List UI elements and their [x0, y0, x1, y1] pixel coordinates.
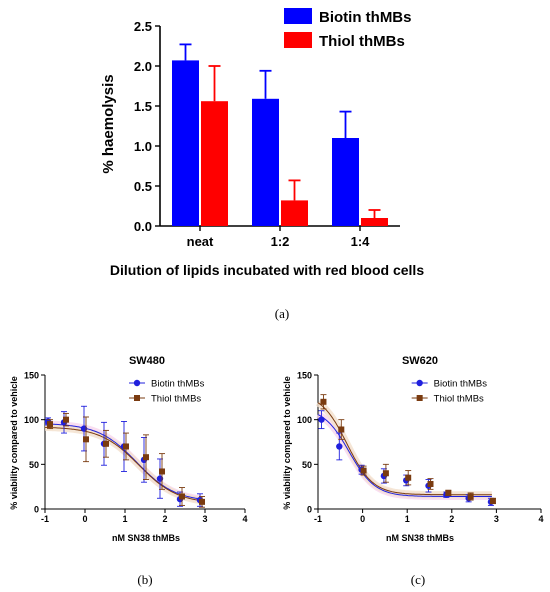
x-tick-label: 4 [538, 514, 543, 524]
y-tick-label-a: 0.5 [134, 179, 152, 194]
y-tick-label: 0 [307, 505, 312, 515]
y-tick-label-a: 2.0 [134, 59, 152, 74]
data-point [467, 493, 474, 500]
data-point [427, 480, 434, 487]
sw620-dose-response-chart: SW620 % viability compared to vehicle nM… [282, 355, 544, 543]
legend-swatch [284, 8, 312, 24]
legend-label: Thiol thMBs [151, 394, 201, 405]
legend-label: Thiol thMBs [319, 33, 405, 50]
title-b: SW480 [129, 355, 165, 367]
fit-curve [45, 423, 202, 500]
y-tick-label: 100 [297, 415, 312, 425]
legend-swatch [284, 32, 312, 48]
data-point [336, 443, 343, 450]
legend-marker [134, 395, 140, 401]
legend-label: Thiol thMBs [434, 394, 484, 405]
ylabel-a: % haemolysis [100, 74, 117, 173]
bar [281, 200, 308, 226]
y-tick-label: 50 [302, 460, 312, 470]
x-tick-label: -1 [314, 514, 322, 524]
x-tick-label: 0 [82, 514, 87, 524]
y-tick-label: 100 [24, 415, 39, 425]
data-point [318, 416, 325, 423]
data-point [320, 398, 327, 405]
data-point [103, 440, 109, 447]
x-tick-label: 3 [202, 514, 207, 524]
legend-label: Biotin thMBs [319, 9, 411, 26]
y-tick-label-a: 0.0 [134, 219, 152, 234]
caption-a: (a) [275, 306, 289, 321]
data-point [123, 443, 129, 450]
data-point [360, 467, 367, 474]
bar [172, 60, 199, 227]
sw480-dose-response-chart: SW480 % viability compared to vehicle nM… [9, 355, 248, 543]
data-point [47, 421, 53, 428]
bar [332, 138, 359, 226]
data-point [199, 498, 205, 505]
x-tick-label: 3 [494, 514, 499, 524]
y-tick-label-a: 1.5 [134, 99, 152, 114]
data-point [405, 474, 412, 481]
y-tick-label: 50 [29, 460, 39, 470]
axes-a: 0.0 0.5 1.0 1.5 2.0 2.5 neat 1:2 1:4 [134, 19, 400, 249]
x-tick-label: 4 [242, 514, 247, 524]
xlabel-c: nM SN38 thMBs [386, 533, 454, 543]
data-point [338, 426, 345, 433]
fit-curve [317, 402, 492, 496]
caption-c: (c) [411, 572, 425, 587]
title-c: SW620 [402, 355, 438, 367]
data-point [143, 454, 149, 461]
caption-b: (b) [137, 572, 152, 587]
xlabel-a: Dilution of lipids incubated with red bl… [110, 262, 424, 278]
fit-curve [317, 414, 492, 497]
bar [361, 218, 388, 226]
data-point [159, 468, 165, 475]
data-point [489, 497, 496, 504]
y-tick-label-a: 1.0 [134, 139, 152, 154]
x-tick-label: 2 [162, 514, 167, 524]
data-point [382, 470, 389, 477]
x-tick-label: 0 [360, 514, 365, 524]
bar [201, 101, 228, 226]
fit-curve [45, 426, 202, 502]
bar [252, 98, 279, 226]
y-tick-label: 0 [34, 505, 39, 515]
y-tick-label: 150 [297, 371, 312, 381]
x-tick-label: 1 [122, 514, 127, 524]
x-tick-label: 2 [449, 514, 454, 524]
y-tick-label: 150 [24, 371, 39, 381]
bars-a [172, 43, 388, 227]
data-point [63, 416, 69, 423]
x-tick-label: -1 [41, 514, 49, 524]
ylabel-c: % viability compared to vehicle [282, 376, 292, 510]
data-point [179, 493, 185, 500]
legend-marker [416, 395, 423, 401]
legend-marker [416, 379, 423, 387]
legend-label: Biotin thMBs [434, 379, 488, 390]
x-tick-label-a: neat [187, 234, 214, 249]
x-tick-label-a: 1:4 [351, 234, 371, 249]
legend-label: Biotin thMBs [151, 379, 205, 390]
fit-confidence-band [45, 420, 202, 503]
x-tick-label-a: 1:2 [271, 234, 290, 249]
legend-a: Biotin thMBs Thiol thMBs [284, 8, 411, 50]
xlabel-b: nM SN38 thMBs [112, 533, 180, 543]
data-point [445, 489, 452, 496]
haemolysis-bar-chart: % haemolysis Dilution of lipids incubate… [100, 8, 424, 278]
legend-marker [133, 379, 141, 387]
ylabel-b: % viability compared to vehicle [9, 376, 19, 510]
x-tick-label: 1 [405, 514, 410, 524]
y-tick-label-a: 2.5 [134, 19, 152, 34]
data-point [83, 436, 89, 443]
